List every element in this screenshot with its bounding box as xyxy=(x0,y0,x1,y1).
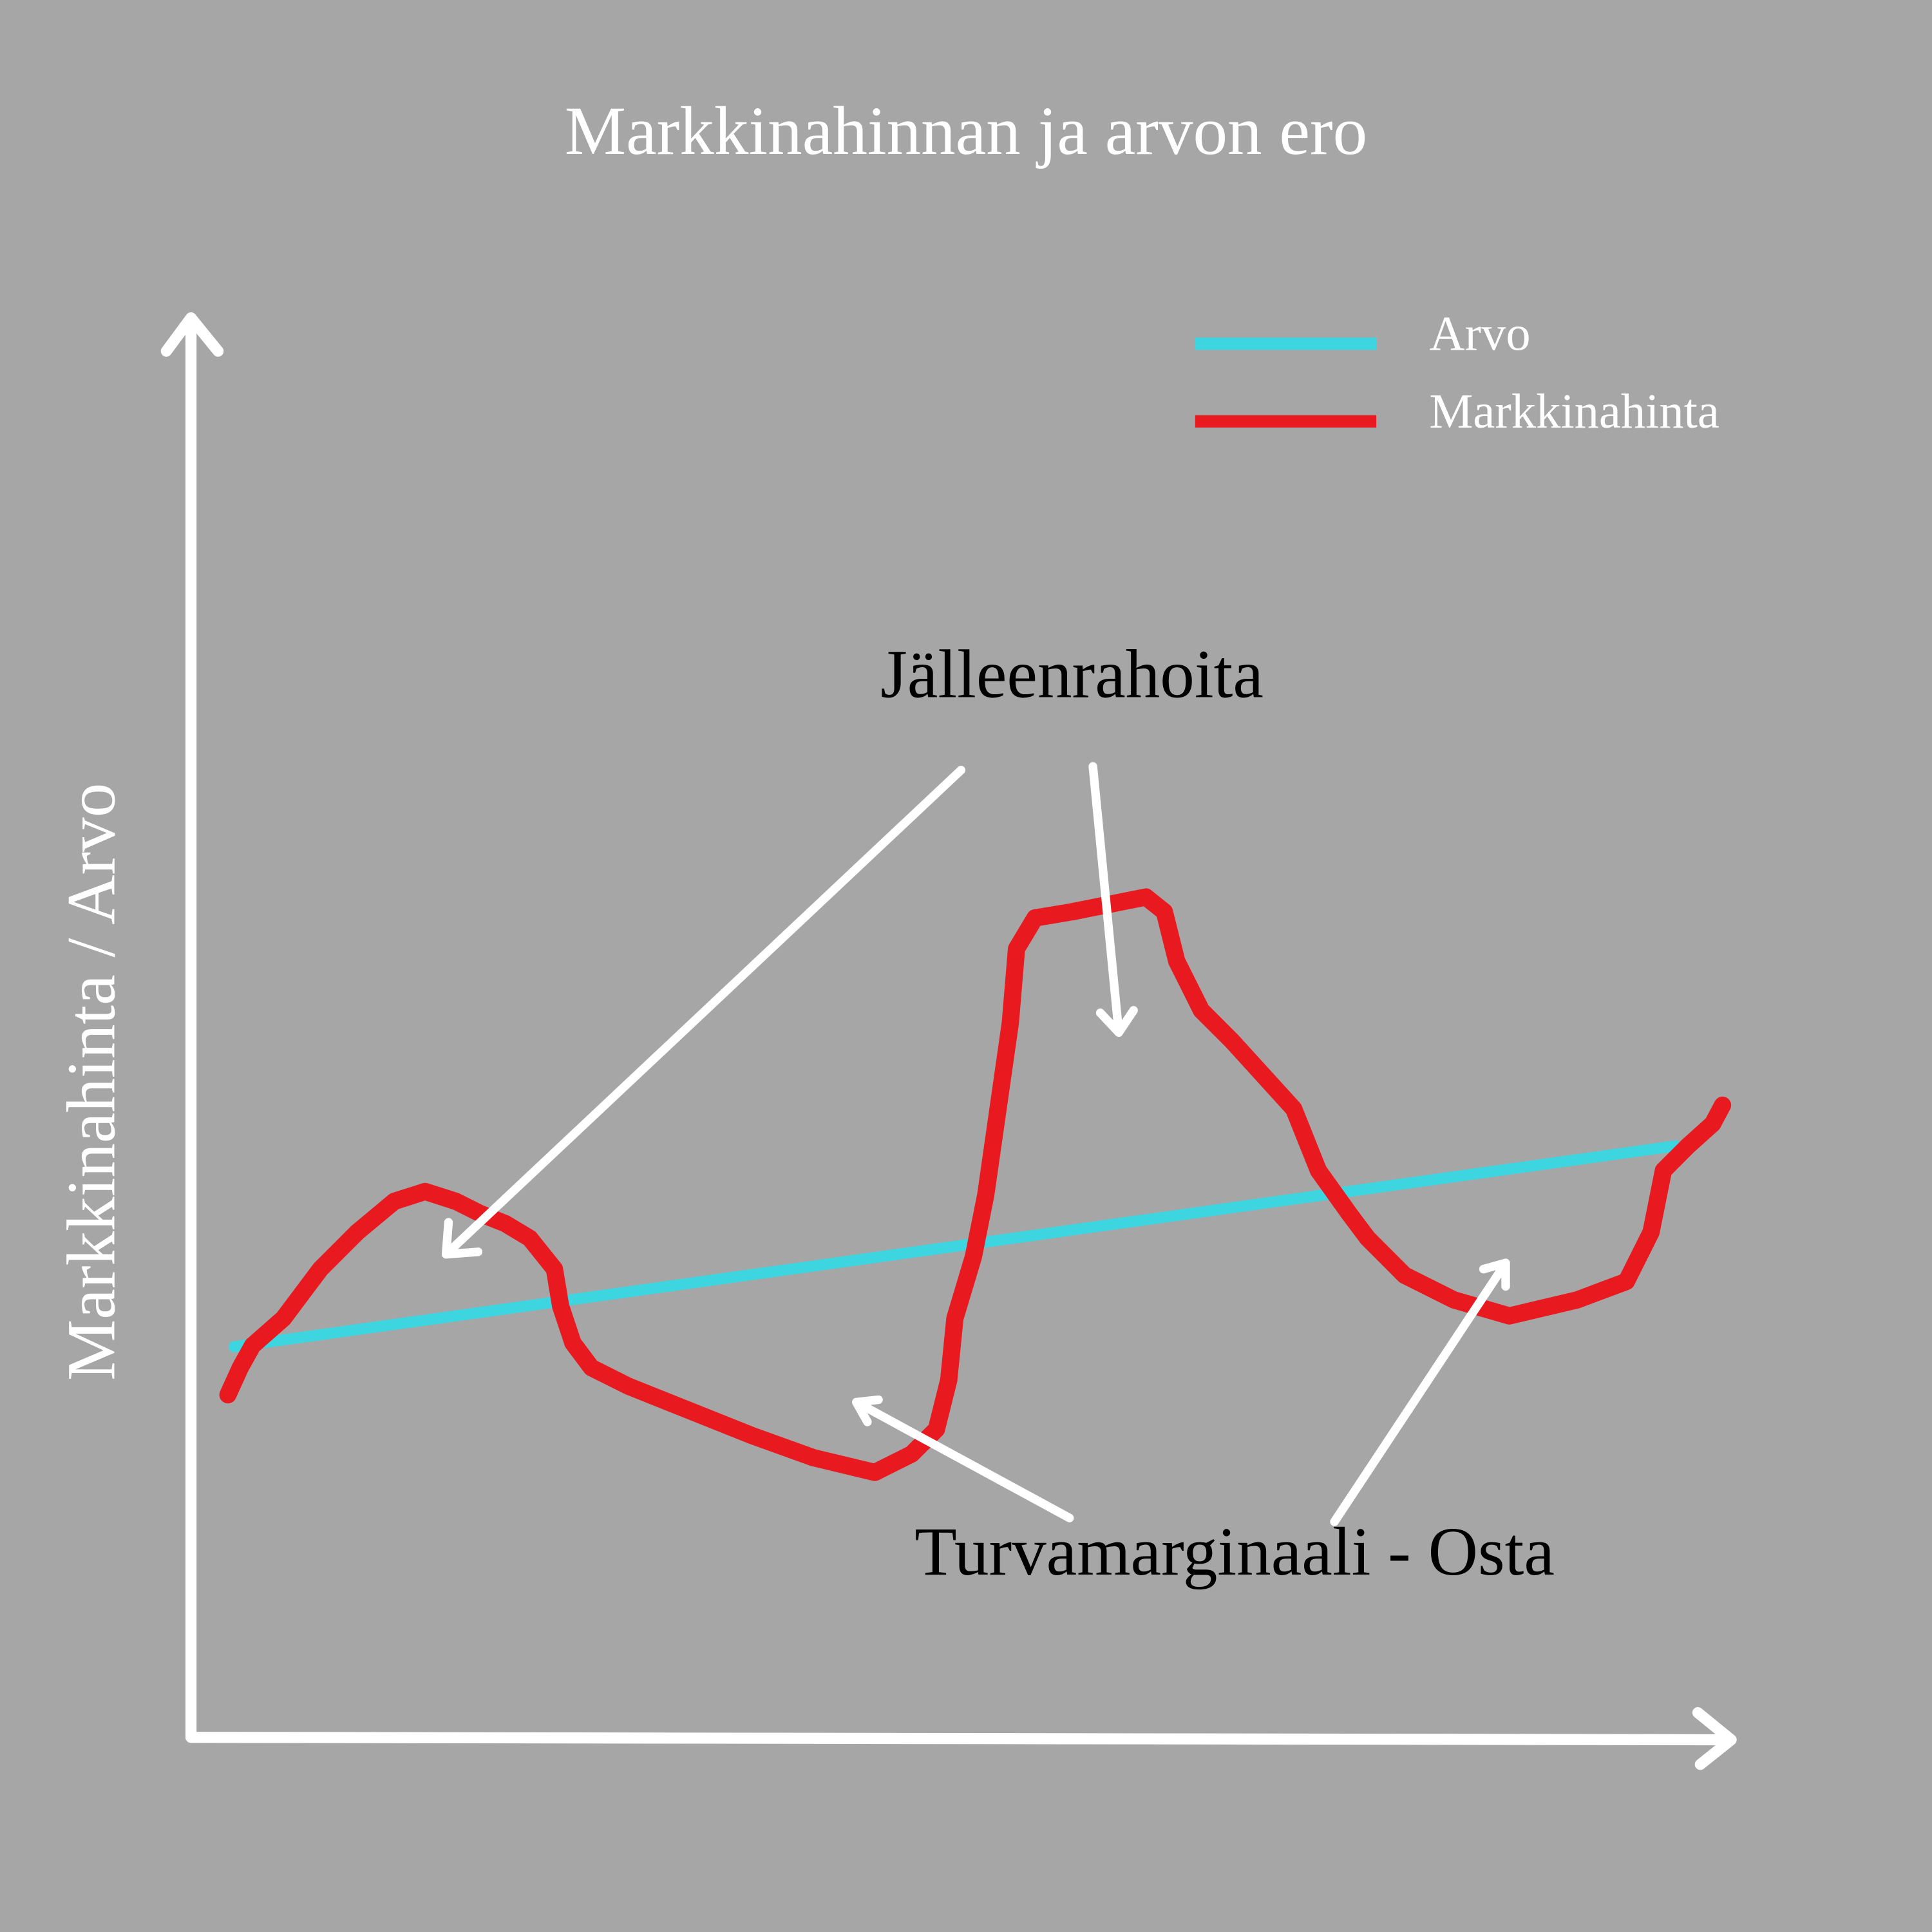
x-axis xyxy=(185,1707,1737,1770)
arrow xyxy=(852,1395,1074,1522)
title: Markkinahinnan ja arvon ero xyxy=(565,93,1367,169)
arrow xyxy=(441,766,966,1259)
arrow xyxy=(1088,762,1138,1037)
legend-label: Arvo xyxy=(1429,307,1530,361)
annotation: Jälleenrahoita xyxy=(880,637,1264,713)
value-line xyxy=(228,1140,1681,1352)
arrow xyxy=(1330,1258,1510,1526)
axes xyxy=(160,312,1737,1770)
y-axis xyxy=(160,312,224,1743)
y-axis-label: Markkinahinta / Arvo xyxy=(54,783,130,1381)
legend-label: Markkinahinta xyxy=(1429,384,1719,439)
annotation: Turvamarginaali - Osta xyxy=(914,1514,1555,1590)
annotation-arrows xyxy=(441,762,1510,1526)
price-line xyxy=(219,888,1732,1481)
